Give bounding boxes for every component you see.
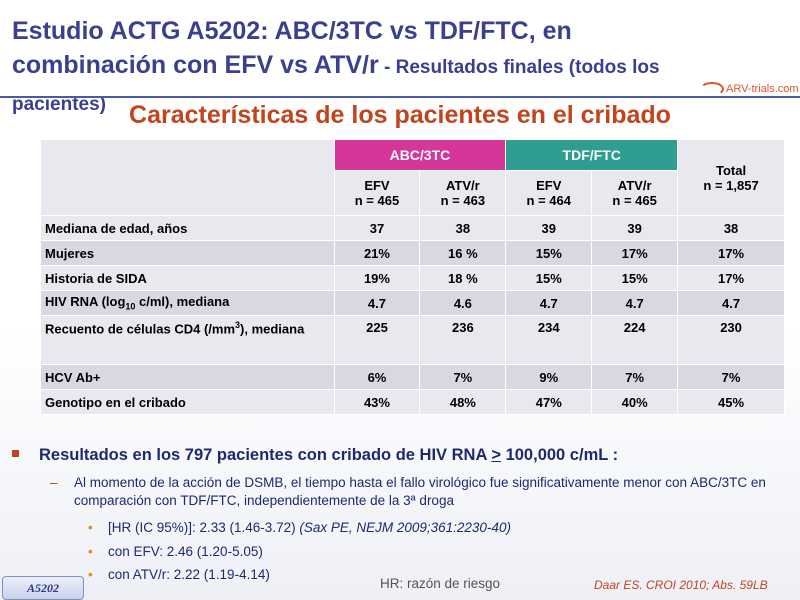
row-label: HCV Ab+: [40, 364, 335, 390]
citation: (Sax PE, NEJM 2009;361:2230-40): [299, 520, 511, 535]
dot-bullet-icon: •: [88, 567, 93, 582]
table-row: Mujeres 21% 16 % 15% 17% 17%: [40, 240, 785, 266]
table-cell: 38: [677, 215, 785, 241]
group-header-tdf: TDF/FTC: [505, 139, 679, 171]
patient-characteristics-table: ABC/3TC TDF/FTC Total n = 1,857 EFV n = 4…: [40, 139, 785, 415]
row-label: Genotipo en el cribado: [40, 389, 335, 415]
col-header: EFV n = 465: [333, 170, 421, 216]
row-label: Recuento de células CD4 (/mm3), mediana: [40, 315, 335, 365]
table-cell: 4.6: [419, 290, 507, 316]
slide-title-sub: - Resultados finales (todos los paciente…: [12, 57, 660, 115]
table-cell: 16 %: [419, 240, 507, 266]
slide-title: Estudio ACTG A5202: ABC/3TC vs TDF/FTC, …: [12, 14, 712, 122]
table-cell: 6%: [333, 364, 421, 390]
row-label: Historia de SIDA: [40, 265, 335, 291]
table-cell: 47%: [505, 389, 593, 415]
table-corner-cell: [40, 139, 335, 216]
table-cell: 7%: [591, 364, 679, 390]
arv-trials-logo: ARV-trials.com: [700, 80, 799, 98]
square-bullet-icon: [12, 450, 19, 457]
title-divider: [0, 96, 800, 98]
slide-title-main: Estudio ACTG A5202: ABC/3TC vs TDF/FTC, …: [12, 17, 572, 79]
total-header: Total n = 1,857: [677, 139, 785, 216]
col-header: EFV n = 464: [505, 170, 593, 216]
dot-bullet-icon: •: [88, 544, 93, 559]
total-n: n = 1,857: [703, 177, 759, 193]
sub-bullet-text: Al momento de la acción de DSMB, el tiem…: [74, 475, 766, 508]
table-cell: 17%: [677, 240, 785, 266]
dash-bullet-icon: –: [50, 475, 58, 490]
reference-citation: Daar ES. CROI 2010; Abs. 59LB: [594, 578, 768, 592]
table-cell: 37: [333, 215, 421, 241]
table-cell: 43%: [333, 389, 421, 415]
table-cell: 40%: [591, 389, 679, 415]
table-cell: 224: [591, 315, 679, 365]
table-row: Genotipo en el cribado 43% 48% 47% 40% 4…: [40, 389, 785, 415]
table-cell: 234: [505, 315, 593, 365]
table-cell: 17%: [677, 265, 785, 291]
col-header: ATV/r n = 463: [419, 170, 507, 216]
study-badge: A5202: [2, 576, 84, 600]
table-group-header-row: ABC/3TC TDF/FTC Total n = 1,857: [40, 139, 785, 216]
group-header-abc: ABC/3TC: [333, 139, 507, 171]
table-cell: 15%: [591, 265, 679, 291]
table-cell: 236: [419, 315, 507, 365]
table-row: HCV Ab+ 6% 7% 9% 7% 7%: [40, 364, 785, 390]
row-label: HIV RNA (log10 c/ml), mediana: [40, 290, 335, 316]
col-header: ATV/r n = 465: [591, 170, 679, 216]
table-cell: 38: [419, 215, 507, 241]
table-subheader-row: EFV n = 465 ATV/r n = 463 EFV n = 464 ATV/r…: [41, 170, 785, 216]
table-cell: 39: [591, 215, 679, 241]
table-cell: 48%: [419, 389, 507, 415]
table-cell: 7%: [419, 364, 507, 390]
table-row: Historia de SIDA 19% 18 % 15% 15% 17%: [40, 265, 785, 291]
table-row: HIV RNA (log10 c/ml), mediana 4.7 4.6 4.…: [40, 290, 785, 316]
table-cell: 4.7: [505, 290, 593, 316]
table-cell: 21%: [333, 240, 421, 266]
table-cell: 4.7: [333, 290, 421, 316]
table-cell: 19%: [333, 265, 421, 291]
main-bullet-text: Resultados en los 797 pacientes con crib…: [39, 446, 619, 464]
dot-bullet-icon: •: [88, 520, 93, 535]
table-cell: 17%: [591, 240, 679, 266]
row-label: Mediana de edad, años: [40, 215, 335, 241]
table-cell: 4.7: [591, 290, 679, 316]
logo-swoosh-icon: [700, 82, 724, 96]
table-cell: 15%: [505, 240, 593, 266]
row-label: Mujeres: [40, 240, 335, 266]
table-cell: 7%: [677, 364, 785, 390]
table-row: Mediana de edad, años 37 38 39 39 38: [40, 215, 785, 241]
table-cell: 39: [505, 215, 593, 241]
logo-text: ARV-trials.com: [726, 83, 799, 95]
table-cell: 15%: [505, 265, 593, 291]
total-label: Total: [716, 162, 747, 178]
table-cell: 4.7: [677, 290, 785, 316]
hr-footnote: HR: razón de riesgo: [380, 576, 501, 591]
table-cell: 18 %: [419, 265, 507, 291]
table-cell: 225: [333, 315, 421, 365]
table-cell: 230: [677, 315, 785, 365]
table-cell: 45%: [677, 389, 785, 415]
table-cell: 9%: [505, 364, 593, 390]
section-heading: Características de los pacientes en el c…: [129, 101, 671, 129]
table-row: Recuento de células CD4 (/mm3), mediana …: [40, 315, 785, 365]
